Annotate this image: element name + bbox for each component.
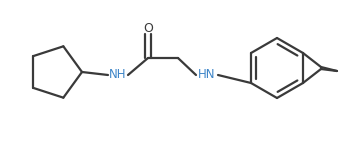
Text: O: O — [143, 21, 153, 35]
Text: HN: HN — [198, 68, 216, 81]
Text: NH: NH — [109, 68, 127, 81]
